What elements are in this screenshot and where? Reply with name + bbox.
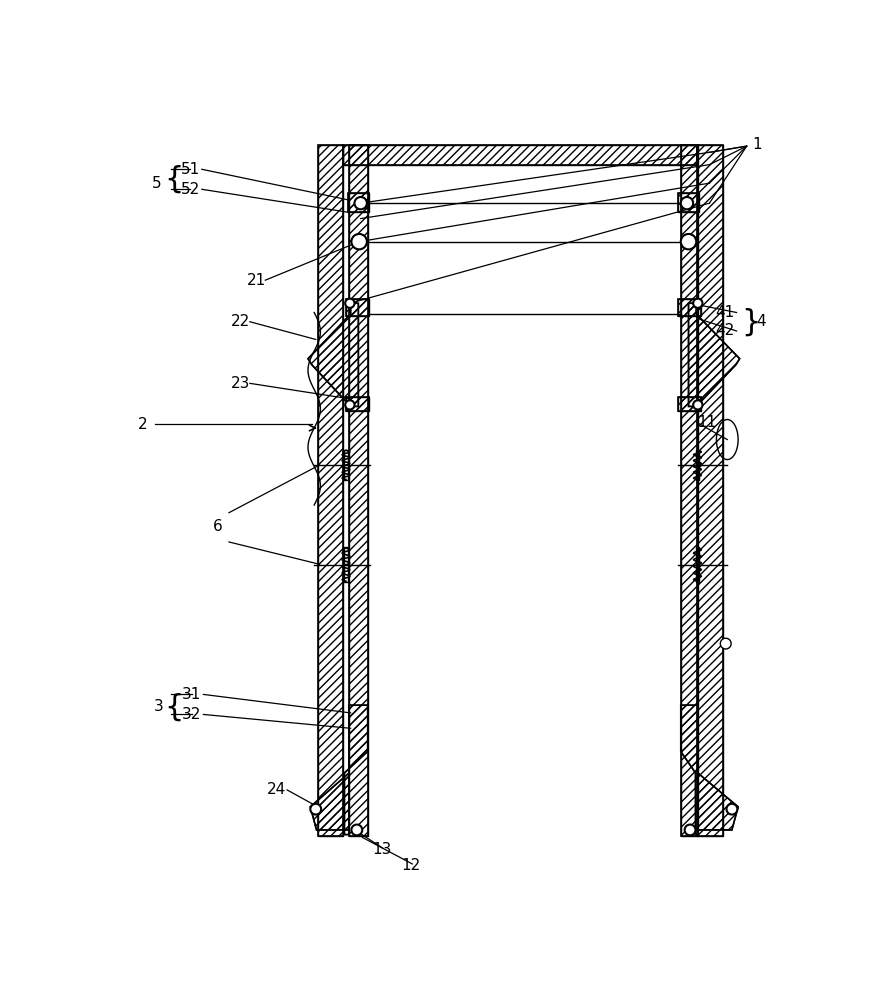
- Text: 31: 31: [182, 687, 201, 702]
- Bar: [343, 450, 348, 480]
- Circle shape: [681, 197, 693, 209]
- Text: 3: 3: [154, 699, 163, 714]
- Text: 32: 32: [182, 707, 201, 722]
- Bar: [346, 397, 369, 411]
- Bar: [343, 145, 697, 165]
- Circle shape: [345, 299, 354, 308]
- Circle shape: [681, 234, 697, 249]
- Circle shape: [727, 804, 737, 815]
- Bar: [681, 145, 698, 836]
- Text: {: {: [164, 692, 184, 721]
- Bar: [349, 145, 367, 836]
- Bar: [677, 397, 701, 411]
- Bar: [697, 145, 722, 836]
- Bar: [346, 397, 369, 411]
- Text: 21: 21: [246, 273, 266, 288]
- Text: 24: 24: [268, 782, 287, 797]
- Text: 51: 51: [181, 162, 200, 177]
- Circle shape: [684, 825, 696, 835]
- Circle shape: [693, 299, 703, 308]
- Text: 11: 11: [697, 415, 716, 430]
- Circle shape: [345, 400, 354, 410]
- Circle shape: [721, 638, 731, 649]
- Bar: [681, 145, 698, 836]
- Circle shape: [693, 400, 703, 410]
- Bar: [346, 299, 369, 316]
- Bar: [346, 299, 369, 316]
- Bar: [343, 547, 348, 582]
- Circle shape: [351, 825, 362, 835]
- Text: 4: 4: [757, 314, 766, 329]
- Text: 6: 6: [213, 519, 223, 534]
- Text: 41: 41: [715, 305, 735, 320]
- Text: 23: 23: [230, 376, 250, 391]
- Bar: [318, 145, 343, 836]
- Circle shape: [351, 234, 367, 249]
- Text: 2: 2: [138, 417, 147, 432]
- Text: 42: 42: [715, 323, 735, 338]
- Bar: [677, 299, 701, 316]
- Bar: [697, 547, 698, 582]
- Bar: [697, 450, 698, 480]
- Bar: [677, 193, 699, 212]
- Bar: [697, 145, 722, 836]
- Text: 52: 52: [181, 182, 200, 197]
- Text: 5: 5: [152, 176, 162, 191]
- Bar: [677, 299, 701, 316]
- Bar: [677, 193, 699, 212]
- Bar: [677, 397, 701, 411]
- Text: }: }: [742, 307, 761, 336]
- Bar: [343, 145, 697, 165]
- Text: 1: 1: [752, 137, 762, 152]
- Text: 22: 22: [231, 314, 250, 329]
- Circle shape: [310, 804, 321, 815]
- Bar: [318, 145, 343, 836]
- Bar: [349, 145, 367, 836]
- Text: 13: 13: [372, 842, 391, 857]
- Bar: [348, 193, 369, 212]
- Circle shape: [354, 197, 367, 209]
- Bar: [348, 193, 369, 212]
- Text: {: {: [164, 165, 184, 194]
- Text: 12: 12: [402, 858, 420, 873]
